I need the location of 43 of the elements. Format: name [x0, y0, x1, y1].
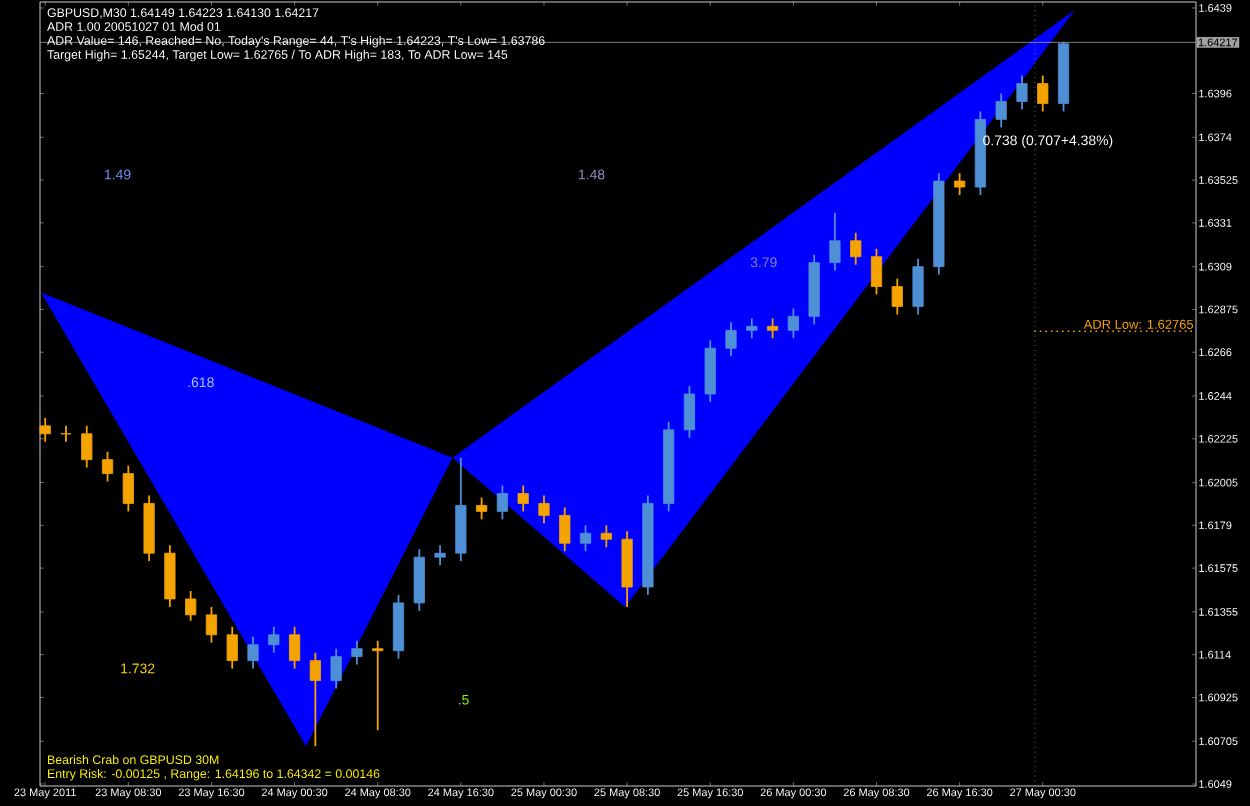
candlestick [164, 544, 176, 608]
candlestick [517, 484, 529, 513]
candlestick [829, 212, 841, 272]
candlestick [538, 494, 550, 525]
candlestick [268, 625, 280, 654]
candlestick [434, 544, 446, 567]
candlestick [496, 484, 508, 521]
candlestick [392, 594, 405, 660]
candlestick [766, 317, 779, 340]
candlestick [787, 307, 799, 340]
candlestick [850, 231, 862, 266]
candlestick [1016, 74, 1028, 111]
candlestick [247, 635, 259, 670]
candlestick [205, 606, 218, 644]
candlestick [309, 651, 321, 748]
candlestick [185, 590, 197, 622]
candlestick [330, 647, 342, 690]
candlestick [891, 277, 903, 316]
candlestick [870, 247, 883, 296]
candlestick [600, 524, 612, 549]
candlestick [954, 172, 966, 196]
candlestick [621, 530, 633, 608]
candlestick [39, 416, 51, 443]
candlestick [372, 639, 384, 732]
candlestick [912, 257, 924, 316]
candlestick [81, 424, 93, 469]
candlestick [60, 424, 72, 443]
candlestick [725, 321, 737, 358]
candlestick [101, 450, 114, 483]
candlestick [476, 496, 488, 521]
candlestick [351, 639, 363, 666]
candlestick [413, 548, 425, 612]
candlestick [1037, 74, 1049, 113]
candlestick [455, 456, 467, 563]
candlestick [559, 506, 571, 553]
candlestick [746, 317, 758, 340]
candlestick [288, 625, 301, 670]
candlestick [683, 385, 696, 439]
candlestick [226, 625, 238, 670]
candlestick [995, 92, 1007, 129]
candlestick [704, 339, 716, 403]
candlestick [122, 464, 134, 513]
candlestick [579, 524, 592, 553]
